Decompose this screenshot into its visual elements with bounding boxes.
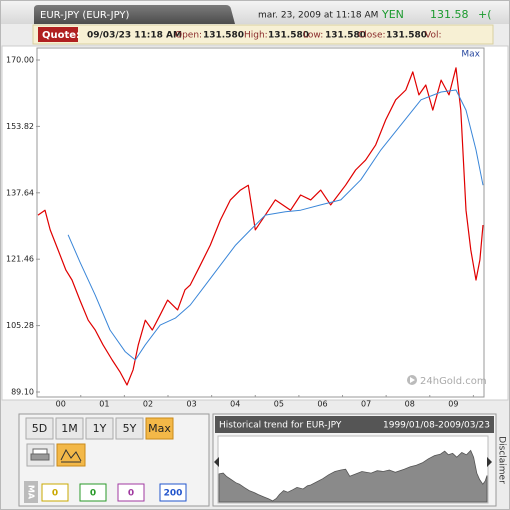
y-tick-label: 121.46 [6,255,34,264]
period-button-label[interactable]: 1Y [93,422,107,435]
quote-time: 09/03/23 11:18 AM [87,31,182,41]
x-tick-label: 04 [230,400,240,409]
quote-field-value: 131.580 [386,31,427,41]
quote-field-value: 131.580 [203,31,244,41]
period-button[interactable] [55,417,84,440]
x-tick-label: 03 [187,400,197,409]
timestamp: mar. 23, 2009 at 11:18 AM [258,11,378,21]
trend-area [218,449,488,503]
trend-range: 1999/01/08-2009/03/23 [383,421,490,431]
quote-field-label: High: [244,31,268,41]
period-button-label[interactable]: 5Y [123,422,137,435]
change: +( [478,8,492,21]
currency: YEN [381,8,404,21]
quote-field-label: Vol: [425,31,442,41]
symbol-title: EUR-JPY (EUR-JPY) [40,10,130,21]
plot [37,67,484,386]
ma-input[interactable] [159,483,187,502]
y-tick-label: 137.64 [6,188,34,197]
indicator-button[interactable] [56,443,86,467]
x-tick-label: 08 [405,400,415,409]
trend-scroll-right[interactable] [487,457,492,467]
x-tick-label: 07 [361,400,371,409]
period-button-label[interactable]: 1M [61,422,78,435]
x-tick-label: 09 [448,400,458,409]
ma-input-value[interactable]: 0 [128,489,134,499]
ma-input[interactable] [117,483,145,502]
ma-input-value[interactable]: 0 [52,489,58,499]
quote-field-value: 131.580 [268,31,309,41]
indicator-icon [60,448,82,462]
quote-field-label: Low: [303,31,323,41]
quote-field-label: Close: [358,31,386,41]
indicator-button-bg[interactable] [56,443,86,467]
period-button-label[interactable]: Max [148,422,171,435]
symbol-tab [34,5,235,24]
x-tick-label: 06 [317,400,327,409]
period-button-label[interactable]: 5D [32,422,47,435]
period-buttons: 5D 1M 1Y 5Y Max [25,417,174,440]
print-icon [30,453,50,461]
ma-label: MA [27,485,36,500]
period-button[interactable] [85,417,114,440]
print-button[interactable] [26,443,55,467]
watermark: 24hGold.com [420,376,487,387]
range-label: Max [461,50,480,60]
y-tick-label: 89.10 [11,388,34,397]
y-tick-label: 153.82 [6,122,34,131]
series-line [37,67,484,386]
quote-label: Quote: [42,30,80,41]
x-tick-label: 05 [274,400,284,409]
disclaimer: Disclaimer [497,436,507,484]
ma-input[interactable] [79,483,107,502]
ma-input-value[interactable]: 0 [90,489,96,499]
y-tick-label: 105.28 [6,321,34,330]
trend-header [215,416,494,433]
x-tick-label: 01 [99,400,109,409]
period-button[interactable] [25,417,54,440]
trend-title: Historical trend for EUR-JPY [219,421,342,431]
quote-field-label: Open: [175,31,202,41]
quote-badge [38,27,78,42]
trend-scroll-left[interactable] [214,457,219,467]
print-icon [32,448,48,455]
y-tick-label: 170.00 [6,56,34,65]
watermark-icon-arrow [410,377,415,383]
x-tick-label: 00 [56,400,66,409]
quote-bar [32,24,494,45]
ma-input[interactable] [41,483,69,502]
ma-input-value[interactable]: 200 [164,489,183,499]
price: 131.58 [430,8,469,21]
ma-badge [24,481,38,503]
ma-inputs: 0 0 0 200 [41,483,187,502]
period-button[interactable] [115,417,144,440]
x-tick-label: 02 [143,400,153,409]
quote-field-value: 131.580 [325,31,366,41]
series-line [67,89,484,361]
axes: 170.00 153.82 137.64 121.46 105.28 89.10 00 01 0… [6,56,474,409]
period-button[interactable] [145,417,174,440]
trend-chart [218,449,488,503]
